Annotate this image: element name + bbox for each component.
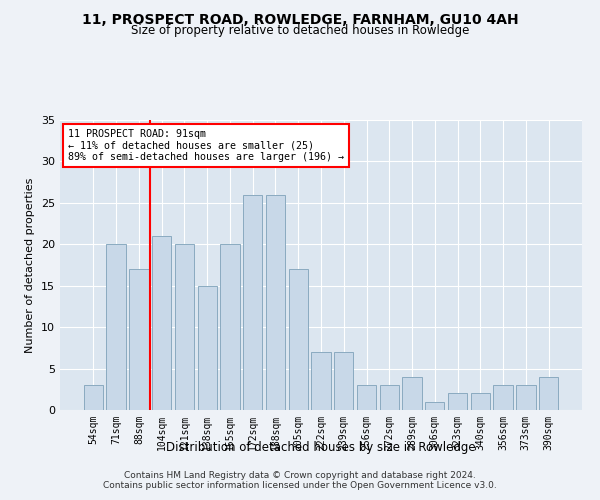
Bar xyxy=(448,394,467,410)
Bar xyxy=(129,269,149,410)
Text: Contains HM Land Registry data © Crown copyright and database right 2024.: Contains HM Land Registry data © Crown c… xyxy=(124,472,476,480)
Text: Contains public sector information licensed under the Open Government Licence v3: Contains public sector information licen… xyxy=(103,482,497,490)
Bar xyxy=(516,385,536,410)
Bar xyxy=(289,269,308,410)
Bar xyxy=(266,194,285,410)
Bar xyxy=(311,352,331,410)
Bar xyxy=(106,244,126,410)
Bar xyxy=(470,394,490,410)
Bar xyxy=(334,352,353,410)
Bar xyxy=(357,385,376,410)
Text: 11 PROSPECT ROAD: 91sqm
← 11% of detached houses are smaller (25)
89% of semi-de: 11 PROSPECT ROAD: 91sqm ← 11% of detache… xyxy=(68,128,344,162)
Bar xyxy=(539,377,558,410)
Bar xyxy=(175,244,194,410)
Text: 11, PROSPECT ROAD, ROWLEDGE, FARNHAM, GU10 4AH: 11, PROSPECT ROAD, ROWLEDGE, FARNHAM, GU… xyxy=(82,12,518,26)
Text: Distribution of detached houses by size in Rowledge: Distribution of detached houses by size … xyxy=(166,441,476,454)
Text: Size of property relative to detached houses in Rowledge: Size of property relative to detached ho… xyxy=(131,24,469,37)
Bar xyxy=(152,236,172,410)
Bar xyxy=(425,402,445,410)
Bar xyxy=(403,377,422,410)
Y-axis label: Number of detached properties: Number of detached properties xyxy=(25,178,35,352)
Bar xyxy=(380,385,399,410)
Bar xyxy=(243,194,262,410)
Bar xyxy=(493,385,513,410)
Bar xyxy=(220,244,239,410)
Bar xyxy=(84,385,103,410)
Bar xyxy=(197,286,217,410)
